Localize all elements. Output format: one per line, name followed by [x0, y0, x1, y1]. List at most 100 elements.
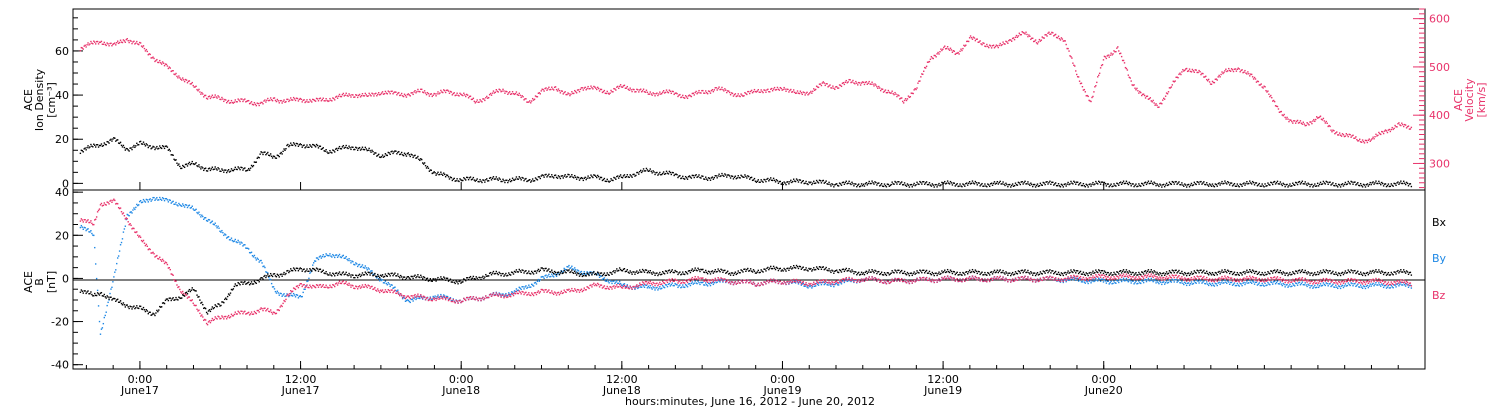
ion-density-point: [1014, 182, 1017, 184]
by-point: [1253, 283, 1256, 285]
velocity-point: [770, 88, 772, 90]
velocity-point: [701, 89, 703, 92]
velocity-point: [225, 102, 228, 104]
by-point: [137, 204, 139, 207]
velocity-point: [314, 100, 317, 102]
velocity-point: [1037, 41, 1040, 43]
ion-density-point: [1145, 183, 1148, 186]
ion-density-point: [953, 182, 956, 184]
velocity-point: [363, 95, 366, 97]
by-point: [512, 292, 515, 295]
ion-density-point: [120, 144, 123, 147]
ion-density-point: [869, 182, 871, 185]
ion-density-point: [715, 175, 717, 177]
velocity-point: [433, 92, 435, 95]
velocity-point: [415, 92, 417, 94]
velocity-point: [1359, 138, 1361, 141]
ion-density-point: [183, 166, 186, 169]
velocity-point: [637, 89, 639, 91]
by-point: [182, 204, 185, 207]
bz-point: [218, 316, 220, 318]
bz-point: [672, 280, 674, 282]
ion-density-point: [645, 167, 648, 170]
velocity-point: [193, 86, 195, 88]
velocity-point: [536, 96, 539, 98]
ion-density-point: [307, 146, 309, 148]
ion-density-point: [774, 181, 777, 183]
ion-density-point: [269, 154, 271, 157]
bz-point: [681, 282, 683, 284]
velocity-point: [990, 47, 993, 49]
by-point: [1214, 282, 1217, 285]
by-point: [654, 289, 656, 291]
velocity-point: [648, 93, 651, 95]
by-point: [175, 201, 177, 204]
bottom-left-tick-label: 20: [55, 229, 69, 242]
bz-point: [240, 310, 242, 312]
by-point: [531, 284, 534, 286]
velocity-point: [235, 101, 237, 103]
ion-density-point: [463, 177, 465, 179]
by-point: [1089, 279, 1091, 282]
velocity-point: [1408, 128, 1411, 130]
ion-density-point: [351, 146, 353, 148]
bz-point: [159, 256, 161, 259]
velocity-point: [695, 90, 697, 93]
bz-point: [501, 294, 503, 296]
velocity-point: [969, 35, 972, 37]
velocity-point: [694, 91, 696, 94]
velocity-point: [127, 39, 129, 42]
by-point: [1141, 279, 1143, 282]
ion-density-point: [547, 174, 549, 177]
velocity-point: [184, 78, 187, 81]
by-point: [98, 320, 101, 323]
velocity-point: [245, 101, 247, 103]
velocity-point: [574, 90, 577, 93]
ion-density-point: [410, 153, 412, 156]
bz-point: [393, 290, 395, 293]
velocity-point: [1083, 88, 1086, 91]
by-point: [330, 255, 332, 257]
by-point: [623, 283, 626, 285]
by-point: [677, 286, 679, 289]
by-point: [815, 282, 818, 284]
velocity-point: [187, 80, 190, 83]
velocity-point: [1395, 126, 1397, 128]
velocity-point: [640, 91, 643, 93]
by-point: [530, 286, 532, 288]
by-point: [179, 204, 181, 206]
ion-density-point: [853, 185, 855, 187]
velocity-point: [295, 97, 298, 99]
ion-density-point: [483, 179, 485, 182]
velocity-point: [106, 42, 108, 44]
ion-density-point: [840, 184, 843, 186]
velocity-point: [263, 100, 265, 102]
by-point: [293, 294, 296, 296]
velocity-point: [1319, 115, 1322, 117]
ion-density-point: [99, 144, 102, 147]
bz-point: [555, 294, 558, 296]
velocity-point: [91, 42, 93, 44]
velocity-point: [910, 92, 912, 94]
velocity-point: [1242, 71, 1244, 74]
ion-density-point: [495, 176, 498, 178]
ion-density-point: [1388, 185, 1391, 188]
ion-density-point: [508, 180, 510, 182]
by-point: [539, 278, 542, 281]
ion-density-point: [1042, 181, 1044, 184]
bz-point: [505, 294, 507, 296]
bz-point: [453, 301, 455, 303]
velocity-point: [1228, 69, 1231, 72]
ion-density-point: [1312, 186, 1314, 188]
velocity-point: [1039, 40, 1042, 42]
by-point: [272, 286, 275, 288]
ion-density-point: [395, 150, 397, 152]
bz-point: [655, 282, 657, 285]
ion-density-point: [397, 151, 399, 154]
by-point: [1403, 283, 1406, 286]
by-point: [503, 295, 505, 298]
velocity-point: [952, 50, 955, 52]
velocity-point: [658, 93, 660, 95]
velocity-point: [808, 93, 810, 95]
velocity-point: [224, 98, 226, 101]
